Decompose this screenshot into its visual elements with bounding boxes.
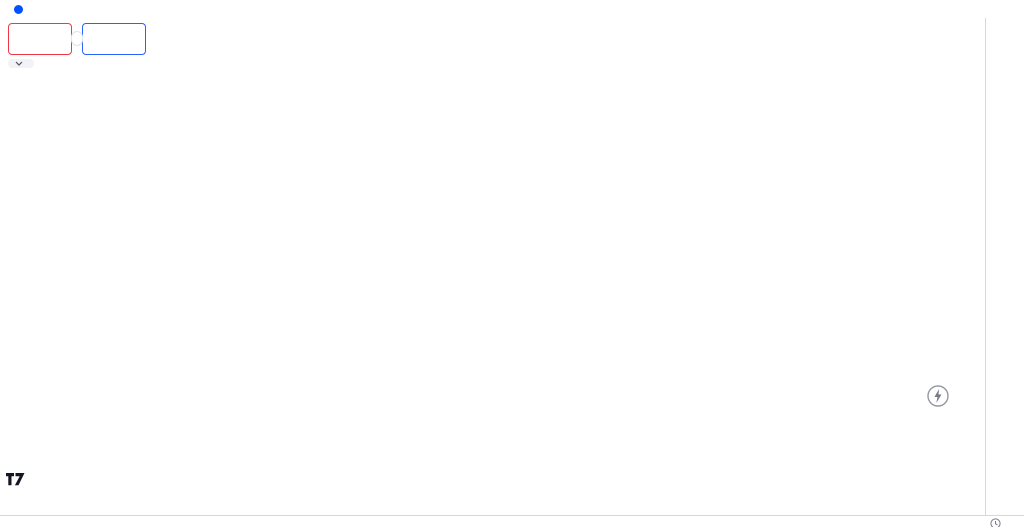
time-axis[interactable] <box>0 515 1024 527</box>
coinbase-logo-icon <box>14 4 23 14</box>
lightning-icon[interactable] <box>926 384 950 413</box>
indicators-drawer-toggle[interactable] <box>8 59 34 68</box>
symbol-info <box>0 4 55 15</box>
chart-header <box>0 0 1024 18</box>
trade-panel <box>8 23 146 55</box>
chevron-down-icon <box>15 61 23 66</box>
tradingview-logo[interactable] <box>6 473 26 491</box>
ohlc-values <box>29 4 55 15</box>
spread-value <box>71 31 83 46</box>
clock-icon[interactable] <box>990 516 1001 527</box>
price-axis[interactable] <box>985 18 1024 515</box>
buy-button[interactable] <box>82 23 146 55</box>
sell-button[interactable] <box>8 23 72 55</box>
